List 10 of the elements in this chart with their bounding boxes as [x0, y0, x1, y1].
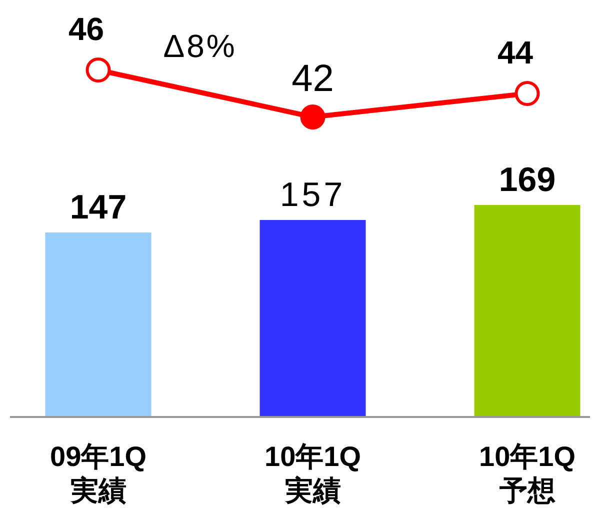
x-tick-label: 10年1Q 予想	[479, 441, 576, 506]
data-label: 44	[497, 34, 534, 70]
data-label: 42	[292, 58, 334, 100]
data-label: 46	[68, 11, 104, 47]
data-label: 157	[280, 176, 346, 214]
data-label: 169	[498, 161, 556, 199]
data-label: 147	[70, 188, 127, 226]
x-tick-label: 09年1Q 実績	[50, 441, 146, 506]
x-tick-label: 10年1Q 実績	[264, 441, 361, 506]
text: Δ8%	[163, 28, 237, 64]
